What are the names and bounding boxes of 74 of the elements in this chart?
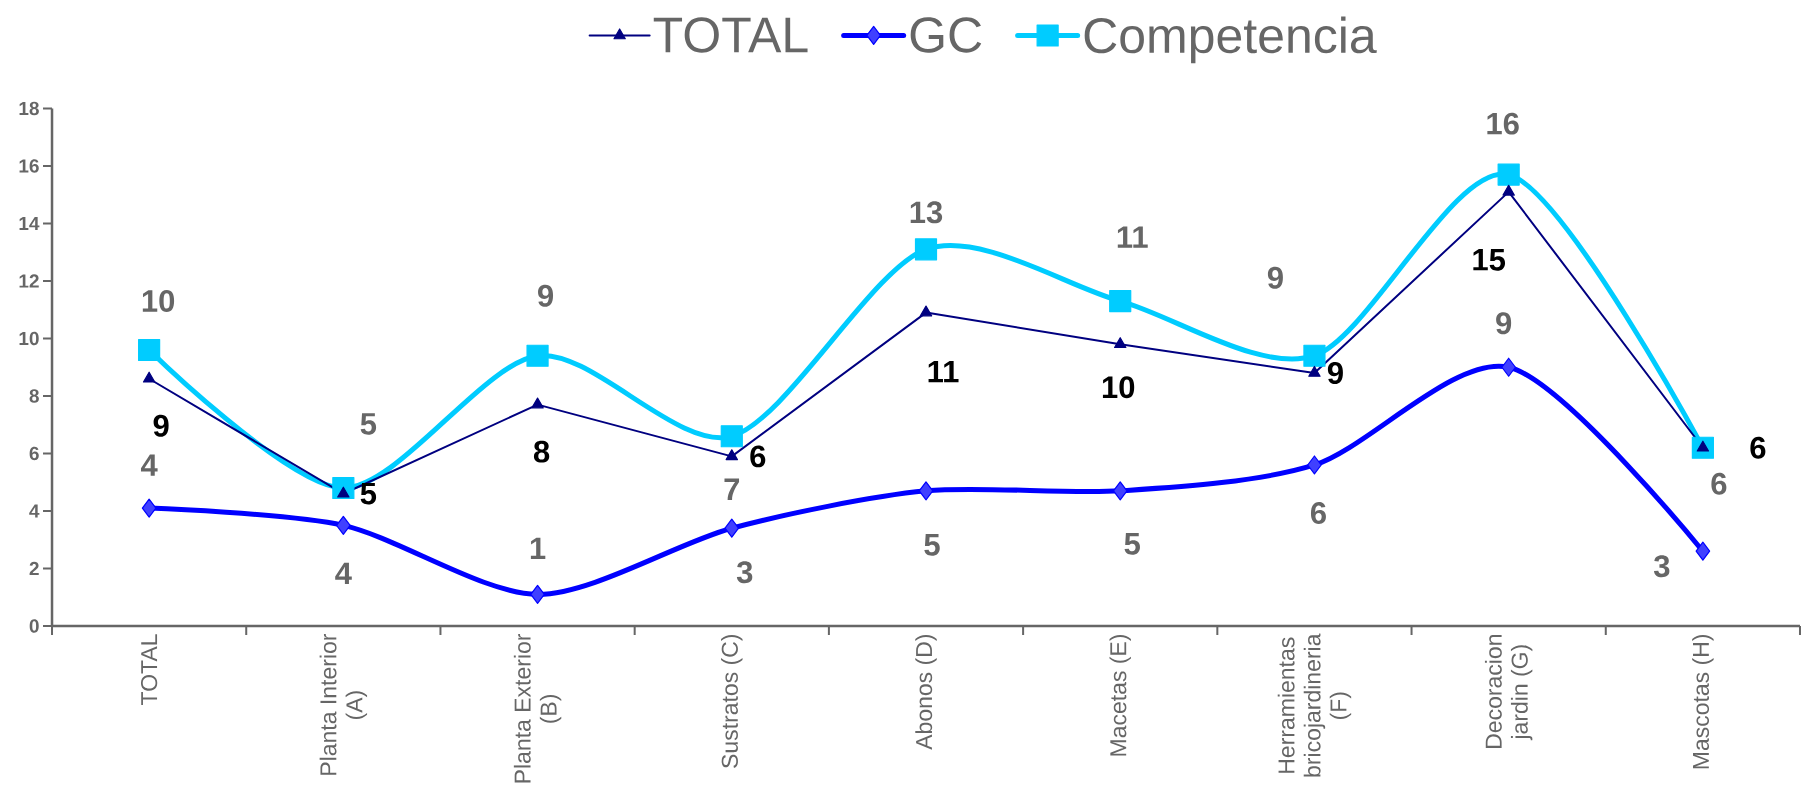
- point: [1113, 337, 1127, 349]
- point: [1695, 541, 1711, 561]
- data-label: 3: [736, 561, 753, 584]
- data-label: 5: [1124, 533, 1140, 555]
- data-label: 9: [1327, 362, 1343, 384]
- data-label: 6: [1711, 472, 1727, 495]
- data-label: 6: [1750, 436, 1766, 459]
- data-label: 11: [1117, 226, 1148, 248]
- x-tick-label: TOTAL: [140, 634, 158, 705]
- y-tick-label: 14: [19, 216, 40, 231]
- legend-label: Competencia: [1084, 16, 1377, 64]
- data-label: 4: [140, 454, 158, 476]
- point: [1112, 481, 1128, 501]
- point: [141, 498, 157, 518]
- point: [530, 584, 545, 604]
- point: [720, 425, 743, 448]
- point: [142, 371, 156, 383]
- point: [1501, 357, 1517, 377]
- y-tick-label: 12: [19, 274, 39, 288]
- x-tick-label: Decoracion jardin (G): [1484, 635, 1533, 748]
- data-label: 5: [924, 534, 940, 556]
- data-label: 9: [1267, 266, 1283, 289]
- point: [725, 449, 739, 461]
- x-tick-label: Abonos (D): [915, 634, 937, 750]
- point: [1109, 290, 1132, 313]
- y-tick-label: 6: [29, 446, 39, 461]
- y-tick-label: 18: [19, 101, 39, 116]
- point: [1696, 440, 1710, 452]
- point: [138, 338, 161, 362]
- data-label: 10: [1102, 376, 1135, 399]
- y-tick-label: 2: [29, 561, 39, 576]
- point: [914, 238, 938, 261]
- data-label: 6: [1310, 502, 1326, 524]
- legend-label: TOTAL: [653, 17, 808, 53]
- y-tick-label: 8: [29, 389, 39, 403]
- x-tick-label: Mascotas (H): [1692, 634, 1714, 769]
- point: [337, 486, 350, 498]
- data-label: 3: [1653, 555, 1670, 578]
- data-label: 9: [538, 284, 554, 307]
- y-tick-label: 4: [29, 504, 40, 518]
- point: [1303, 344, 1326, 367]
- data-label: 15: [1473, 249, 1506, 271]
- x-tick-label: Sustratos (C): [721, 634, 743, 768]
- data-label: 13: [910, 201, 943, 224]
- data-label: 9: [1496, 312, 1512, 335]
- data-label: 8: [533, 440, 550, 463]
- legend-label: GC: [910, 17, 982, 53]
- point: [531, 397, 544, 409]
- data-label: 1: [530, 537, 546, 560]
- point: [724, 518, 740, 538]
- point: [1502, 184, 1515, 196]
- x-tick-label: Planta Exterior (B): [513, 633, 562, 783]
- data-label: 6: [750, 445, 766, 468]
- data-label: 7: [724, 478, 740, 500]
- data-label: 11: [928, 360, 959, 383]
- y-tick-label: 0: [29, 619, 39, 633]
- point: [919, 305, 933, 317]
- data-label: 5: [360, 482, 377, 505]
- point: [1497, 163, 1520, 186]
- point: [336, 515, 351, 535]
- data-label: 5: [360, 413, 377, 435]
- x-tick-label: Macetas (E): [1109, 634, 1131, 756]
- y-tick-label: 16: [19, 159, 39, 173]
- point: [1308, 365, 1321, 377]
- point: [1307, 455, 1322, 475]
- point: [918, 481, 934, 501]
- y-tick-label: 10: [19, 331, 39, 346]
- x-tick-label: Planta Interior (A): [319, 633, 368, 775]
- data-label: 9: [153, 414, 169, 437]
- x-tick-label: Herramientas bricojardineria (F): [1277, 633, 1352, 777]
- data-label: 16: [1487, 112, 1519, 135]
- data-label: 10: [142, 290, 175, 312]
- point: [526, 344, 549, 367]
- data-label: 4: [335, 562, 352, 585]
